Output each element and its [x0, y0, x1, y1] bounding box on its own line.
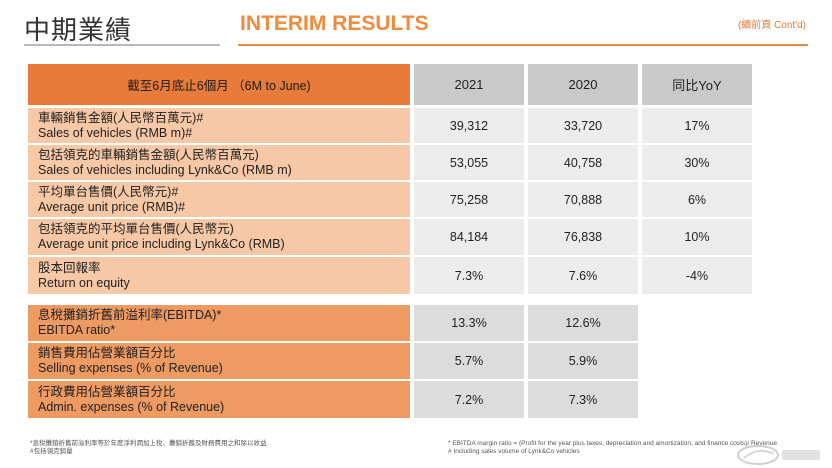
- footnote-right-line-1: * EBITDA margin ratio = (Profit for the …: [448, 440, 777, 447]
- footnote-right-line-2: # Including sales volume of Lynk&Co vehi…: [448, 448, 580, 455]
- row-label-zh: 包括領克的車輛銷售金額(人民幣百萬元): [38, 147, 259, 162]
- value-2020: 7.6%: [528, 257, 638, 294]
- row-label-en: Average unit price (RMB)#: [38, 199, 186, 214]
- value-yoy: 10%: [642, 219, 752, 255]
- value-2020: 7.3%: [528, 381, 638, 418]
- row-label: 車輛銷售金額(人民幣百萬元)# Sales of vehicles (RMB m…: [28, 108, 410, 143]
- row-label: 銷售費用佔營業額百分比 Selling expenses (% of Reven…: [28, 343, 410, 379]
- row-label-zh: 息稅攤銷折舊前溢利率(EBITDA)*: [38, 308, 222, 322]
- row-label-en: Return on equity: [38, 275, 130, 290]
- row-label: 平均單台售價(人民幣元)# Average unit price (RMB)#: [28, 182, 410, 217]
- page-title-zh: 中期業績: [24, 15, 133, 45]
- row-label: 息稅攤銷折舊前溢利率(EBITDA)* EBITDA ratio*: [28, 305, 410, 341]
- row-label-zh: 股本回報率: [38, 260, 101, 275]
- value-2020: 70,888: [528, 182, 638, 217]
- table-header-2020: 2020: [528, 64, 638, 105]
- row-label-en: Selling expenses (% of Revenue): [38, 361, 223, 375]
- row-label-zh: 平均單台售價(人民幣元)#: [38, 184, 179, 199]
- value-yoy: 6%: [642, 182, 752, 217]
- row-label-zh: 銷售費用佔營業額百分比: [38, 346, 176, 360]
- row-label-en: EBITDA ratio*: [38, 323, 116, 337]
- value-2021: 7.3%: [414, 257, 524, 294]
- row-label: 包括領克的車輛銷售金額(人民幣百萬元) Sales of vehicles in…: [28, 145, 410, 180]
- value-2020: 12.6%: [528, 305, 638, 341]
- row-label-en: Sales of vehicles (RMB m)#: [38, 125, 193, 140]
- value-2021: 84,184: [414, 219, 524, 255]
- row-label: 股本回報率 Return on equity: [28, 257, 410, 294]
- row-label-zh: 車輛銷售金額(人民幣百萬元)#: [38, 110, 204, 125]
- value-2020: 5.9%: [528, 343, 638, 379]
- title-divider-right: [238, 44, 808, 46]
- value-2020: 40,758: [528, 145, 638, 180]
- footnote-left: *息稅攤銷折舊前溢利率等於年度淨利潤加上稅、攤銷折舊及財務費用之和除以收益 #包…: [30, 440, 267, 456]
- footnote-left-line-2: #包括領克銷量: [30, 448, 73, 455]
- footnote-right: * EBITDA margin ratio = (Profit for the …: [448, 440, 777, 456]
- value-2020: 76,838: [528, 219, 638, 255]
- table-header-2021: 2021: [414, 64, 524, 105]
- row-label-zh: 行政費用佔營業額百分比: [38, 384, 176, 399]
- footnote-left-line-1: *息稅攤銷折舊前溢利率等於年度淨利潤加上稅、攤銷折舊及財務費用之和除以收益: [30, 440, 267, 447]
- value-2021: 13.3%: [414, 305, 524, 341]
- watermark-logo-icon: [737, 445, 820, 465]
- row-label-zh: 包括領克的平均單台售價(人民幣元): [38, 222, 234, 236]
- value-yoy: 17%: [642, 108, 752, 143]
- title-divider-left: [24, 44, 220, 46]
- value-yoy: 30%: [642, 145, 752, 180]
- value-2021: 39,312: [414, 108, 524, 143]
- table-header-yoy: 同比YoY: [642, 64, 752, 105]
- value-2020: 33,720: [528, 108, 638, 143]
- page-title-en: INTERIM RESULTS: [240, 12, 429, 35]
- row-label: 包括領克的平均單台售價(人民幣元) Average unit price inc…: [28, 219, 410, 255]
- value-2021: 75,258: [414, 182, 524, 217]
- value-2021: 5.7%: [414, 343, 524, 379]
- value-yoy: -4%: [642, 257, 752, 294]
- value-2021: 7.2%: [414, 381, 524, 418]
- continued-label: (續前頁 Cont'd): [737, 20, 806, 31]
- row-label-en: Average unit price including Lynk&Co (RM…: [38, 237, 285, 251]
- row-label-en: Sales of vehicles including Lynk&Co (RMB…: [38, 162, 292, 177]
- table-header-label: 截至6月底止6個月 （6M to June): [28, 64, 410, 105]
- row-label: 行政費用佔營業額百分比 Admin. expenses (% of Revenu…: [28, 381, 410, 418]
- value-2021: 53,055: [414, 145, 524, 180]
- row-label-en: Admin. expenses (% of Revenue): [38, 399, 225, 414]
